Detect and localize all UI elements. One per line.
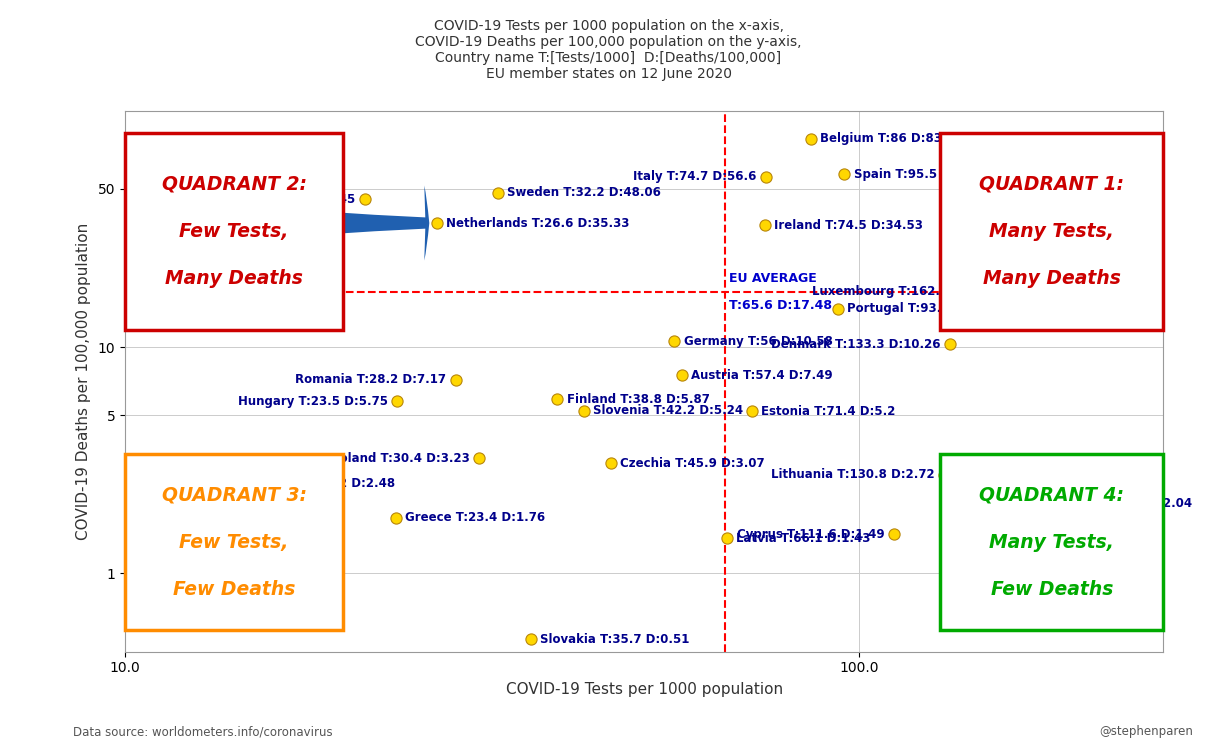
Point (285, 473, 304, 485)
X-axis label: COVID-19 Tests per 1000 population: COVID-19 Tests per 1000 population (506, 683, 783, 697)
Text: Cyprus T:111.6 D:1.49: Cyprus T:111.6 D:1.49 (736, 528, 884, 540)
Point (488, 187, 507, 199)
Text: Spain T:95.5 D:58.04: Spain T:95.5 D:58.04 (853, 168, 993, 181)
Text: Germany T:56 D:10.58: Germany T:56 D:10.58 (684, 335, 832, 348)
Text: Luxembourg T:162.7 D:17.57: Luxembourg T:162.7 D:17.57 (812, 285, 1004, 298)
Point (574, 404, 594, 416)
Point (835, 168, 854, 180)
Point (742, 405, 762, 417)
Text: Malta T:178.4 D:2.04: Malta T:178.4 D:2.04 (1053, 496, 1191, 510)
Text: Greece T:23.4 D:1.76: Greece T:23.4 D:1.76 (405, 511, 545, 524)
Text: Austria T:57.4 D:7.49: Austria T:57.4 D:7.49 (691, 369, 832, 382)
Text: Ireland T:74.5 D:34.53: Ireland T:74.5 D:34.53 (774, 219, 924, 232)
Point (664, 335, 684, 347)
Point (548, 393, 567, 405)
FancyBboxPatch shape (125, 133, 343, 330)
Point (672, 370, 691, 381)
Text: Belgium T:86 D:83.23: Belgium T:86 D:83.23 (820, 132, 963, 145)
Point (756, 220, 775, 232)
Text: Slovenia T:42.2 D:5.24: Slovenia T:42.2 D:5.24 (594, 404, 744, 417)
Point (828, 303, 847, 315)
Text: Poland T:30.4 D:3.23: Poland T:30.4 D:3.23 (331, 452, 470, 464)
Text: QUADRANT 1:

Many Tests,

Many Deaths: QUADRANT 1: Many Tests, Many Deaths (980, 175, 1125, 288)
Point (756, 171, 775, 183)
FancyBboxPatch shape (125, 455, 343, 630)
Point (884, 528, 903, 540)
Point (521, 634, 540, 646)
Text: Croatia T:17 D:2.61: Croatia T:17 D:2.61 (156, 473, 285, 485)
Point (1004, 286, 1023, 298)
Point (941, 338, 960, 350)
Text: QUADRANT 4:

Many Tests,

Few Deaths: QUADRANT 4: Many Tests, Few Deaths (980, 486, 1125, 599)
Text: Italy T:74.7 D:56.6: Italy T:74.7 D:56.6 (633, 170, 756, 183)
Text: Slovakia T:35.7 D:0.51: Slovakia T:35.7 D:0.51 (540, 633, 690, 646)
Text: QUADRANT 3:

Few Tests,

Few Deaths: QUADRANT 3: Few Tests, Few Deaths (162, 486, 307, 599)
Text: Data source: worldometers.info/coronavirus: Data source: worldometers.info/coronavir… (73, 725, 332, 738)
FancyBboxPatch shape (941, 455, 1163, 630)
Point (601, 457, 621, 469)
Text: France T:21.2 D:45: France T:21.2 D:45 (230, 193, 355, 206)
Text: Romania T:28.2 D:7.17: Romania T:28.2 D:7.17 (295, 373, 445, 386)
Y-axis label: COVID-19 Deaths per 100,000 population: COVID-19 Deaths per 100,000 population (75, 223, 91, 540)
Text: @stephenparen: @stephenparen (1099, 725, 1193, 738)
Text: T:65.6 D:17.48: T:65.6 D:17.48 (729, 299, 832, 312)
Text: Latvia T:66.1 D:1.43: Latvia T:66.1 D:1.43 (736, 531, 870, 545)
Text: Portugal T:93.6 D:14.76: Portugal T:93.6 D:14.76 (847, 302, 1005, 315)
Text: Hungary T:23.5 D:5.75: Hungary T:23.5 D:5.75 (237, 395, 388, 408)
Point (427, 217, 447, 229)
Point (445, 374, 465, 386)
Point (801, 133, 820, 145)
Point (228, 478, 247, 490)
Text: Lithuania T:130.8 D:2.72: Lithuania T:130.8 D:2.72 (772, 468, 935, 482)
Text: Netherlands T:26.6 D:35.33: Netherlands T:26.6 D:35.33 (447, 217, 629, 229)
Text: Estonia T:71.4 D:5.2: Estonia T:71.4 D:5.2 (761, 404, 896, 418)
Text: Denmark T:133.3 D:10.26: Denmark T:133.3 D:10.26 (772, 338, 941, 351)
Point (935, 469, 954, 481)
Point (717, 532, 736, 544)
Text: Sweden T:32.2 D:48.06: Sweden T:32.2 D:48.06 (507, 186, 661, 200)
Point (1033, 497, 1053, 509)
Point (388, 395, 408, 407)
Text: Bulgaria T:14.2 D:2.48: Bulgaria T:14.2 D:2.48 (246, 478, 396, 490)
FancyBboxPatch shape (941, 133, 1163, 330)
Text: QUADRANT 2:

Few Tests,

Many Deaths: QUADRANT 2: Few Tests, Many Deaths (162, 175, 307, 288)
Text: COVID-19 Tests per 1000 population on the x-axis,
COVID-19 Deaths per 100,000 po: COVID-19 Tests per 1000 population on th… (415, 19, 802, 81)
Text: EU AVERAGE: EU AVERAGE (729, 272, 817, 285)
Text: Czechia T:45.9 D:3.07: Czechia T:45.9 D:3.07 (621, 456, 764, 470)
Point (470, 452, 489, 464)
Point (355, 194, 375, 206)
Point (386, 512, 405, 524)
Text: Finland T:38.8 D:5.87: Finland T:38.8 D:5.87 (567, 393, 710, 406)
